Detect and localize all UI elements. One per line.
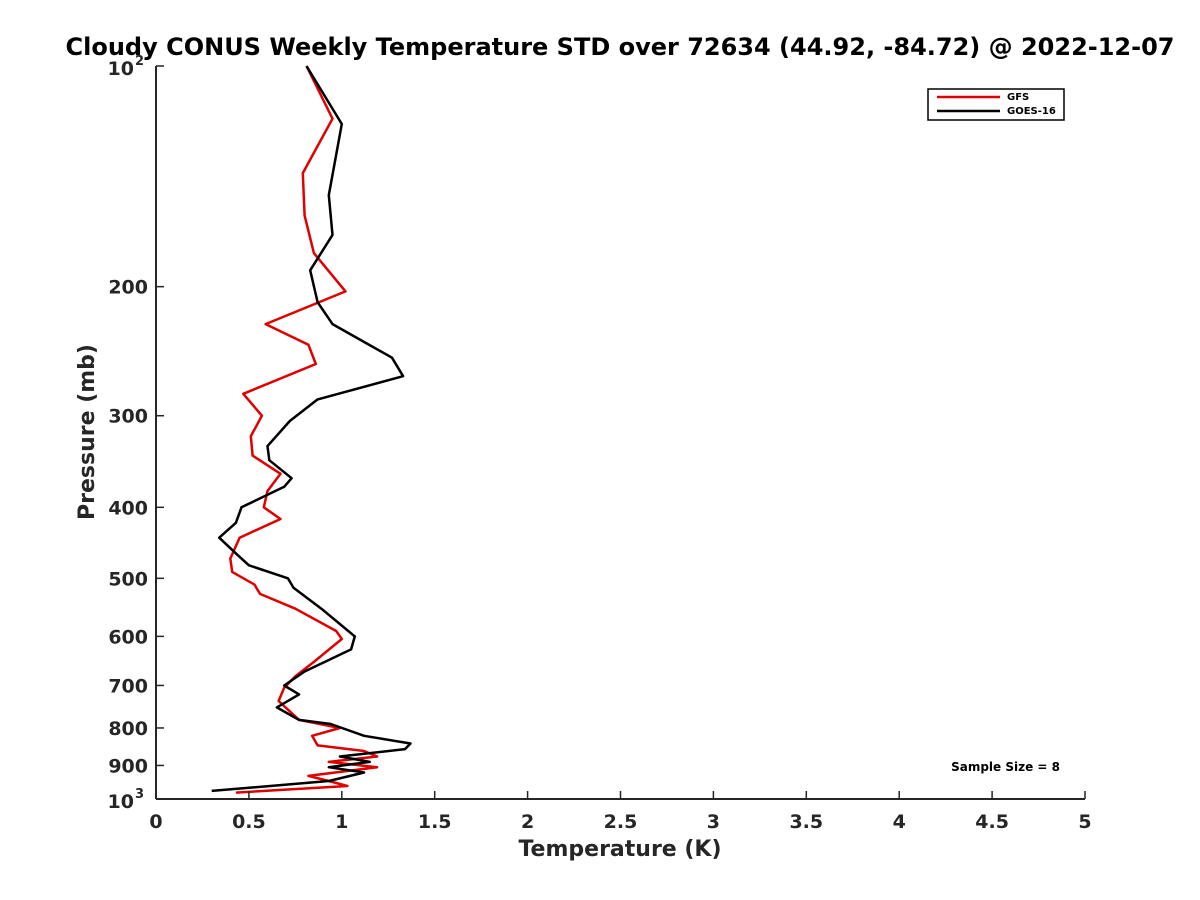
x-tick-label: 1.5: [418, 811, 452, 833]
x-tick-label: 2: [521, 811, 534, 833]
y-tick-label: 500: [108, 568, 148, 590]
legend-label-gfs: GFS: [1007, 92, 1029, 103]
y-axis-label: Pressure (mb): [75, 344, 100, 520]
y-tick-label: 800: [108, 718, 148, 740]
x-tick-label: 1: [335, 811, 348, 833]
sample-size-annotation: Sample Size = 8: [951, 760, 1060, 774]
x-tick-label: 2.5: [604, 811, 638, 833]
plot-area: 0 0.5 1 1.5 2 2.5 3 3.5 4 4.5 5 10 2200300400500600…: [108, 54, 1092, 833]
y-tick-label-power: 10: [108, 791, 134, 813]
y-tick-label-exponent: 2: [135, 54, 144, 69]
x-tick-label: 0.5: [232, 811, 266, 833]
legend-label-goes-16: GOES-16: [1007, 106, 1056, 117]
y-tick-label: 400: [108, 497, 148, 519]
x-tick-label: 0: [149, 811, 162, 833]
x-tick-label: 5: [1078, 811, 1091, 833]
x-axis-label: Temperature (K): [518, 837, 721, 862]
x-tick-label: 3.5: [789, 811, 823, 833]
y-tick-label: 900: [108, 755, 148, 777]
x-tick-label: 3: [707, 811, 720, 833]
y-tick-label-exponent: 3: [135, 787, 144, 802]
y-tick-label: 300: [108, 406, 148, 428]
x-tick-label: 4: [893, 811, 906, 833]
legend: GFS GOES-16: [927, 88, 1065, 121]
series-layer: [211, 65, 412, 794]
chart-title: Cloudy CONUS Weekly Temperature STD over…: [66, 33, 1175, 61]
y-tick-label-power: 10: [108, 58, 134, 80]
y-tick-label: 600: [108, 626, 148, 648]
x-ticks: 0 0.5 1 1.5 2 2.5 3 3.5 4 4.5 5: [149, 791, 1092, 833]
y-tick-label: 200: [108, 277, 148, 299]
legend-box: [927, 88, 1065, 121]
series-line-goes-16: [211, 65, 412, 793]
plot-background: [156, 66, 1085, 799]
y-tick-label: 700: [108, 675, 148, 697]
x-tick-label: 4.5: [975, 811, 1009, 833]
